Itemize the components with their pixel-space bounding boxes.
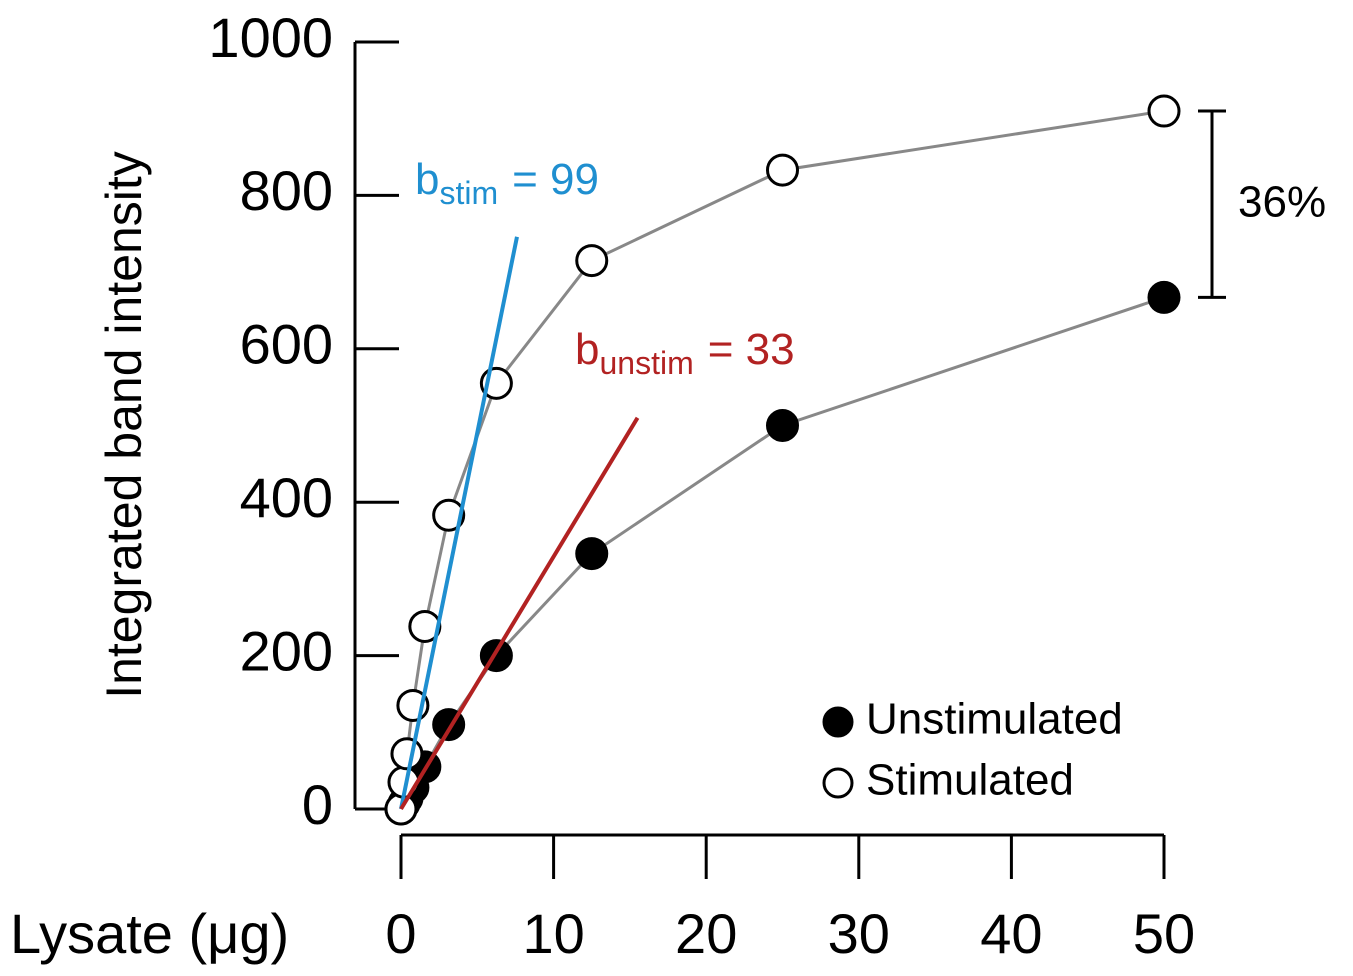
y-tick-label: 800 xyxy=(240,159,333,222)
y-axis-label: Integrated band intensity xyxy=(96,151,152,699)
annotation-base: b xyxy=(575,325,599,374)
x-tick-label: 50 xyxy=(1133,902,1195,965)
annotation-subscript: unstim xyxy=(599,345,693,381)
x-tick-label: 0 xyxy=(385,902,416,965)
y-tick-label: 600 xyxy=(240,313,333,376)
annotation-rest: = 99 xyxy=(512,155,599,204)
legend-marker xyxy=(822,767,854,799)
annotation-subscript: stim xyxy=(439,175,498,211)
data-point xyxy=(575,244,609,278)
y-tick-label: 0 xyxy=(302,773,333,836)
bracket xyxy=(1198,109,1226,299)
annotation-rest: = 33 xyxy=(708,325,795,374)
fit-annotation: bstim = 99 xyxy=(415,155,599,212)
annotation-base: b xyxy=(415,155,439,204)
data-point xyxy=(575,537,609,571)
legend-label: Unstimulated xyxy=(866,695,1123,744)
x-tick-label: 20 xyxy=(675,902,737,965)
fit-annotation: bunstim = 33 xyxy=(575,325,795,382)
y-tick-label: 1000 xyxy=(208,6,333,69)
legend-marker xyxy=(822,706,854,738)
x-tick-label: 10 xyxy=(522,902,584,965)
data-point xyxy=(1147,94,1181,128)
fit-line xyxy=(399,236,519,810)
x-tick-label: 30 xyxy=(828,902,890,965)
data-point xyxy=(766,153,799,187)
data-point xyxy=(1147,280,1181,314)
legend-label: Stimulated xyxy=(866,756,1074,805)
data-point xyxy=(766,409,799,442)
x-axis-label: Lysate (μg) xyxy=(10,902,289,965)
data-point xyxy=(390,737,424,771)
bracket-label: 36% xyxy=(1238,178,1326,227)
y-tick-label: 200 xyxy=(240,619,333,682)
x-tick-label: 40 xyxy=(980,902,1042,965)
data-point xyxy=(432,498,466,532)
y-tick-label: 400 xyxy=(240,466,333,529)
fit-line xyxy=(399,416,640,811)
